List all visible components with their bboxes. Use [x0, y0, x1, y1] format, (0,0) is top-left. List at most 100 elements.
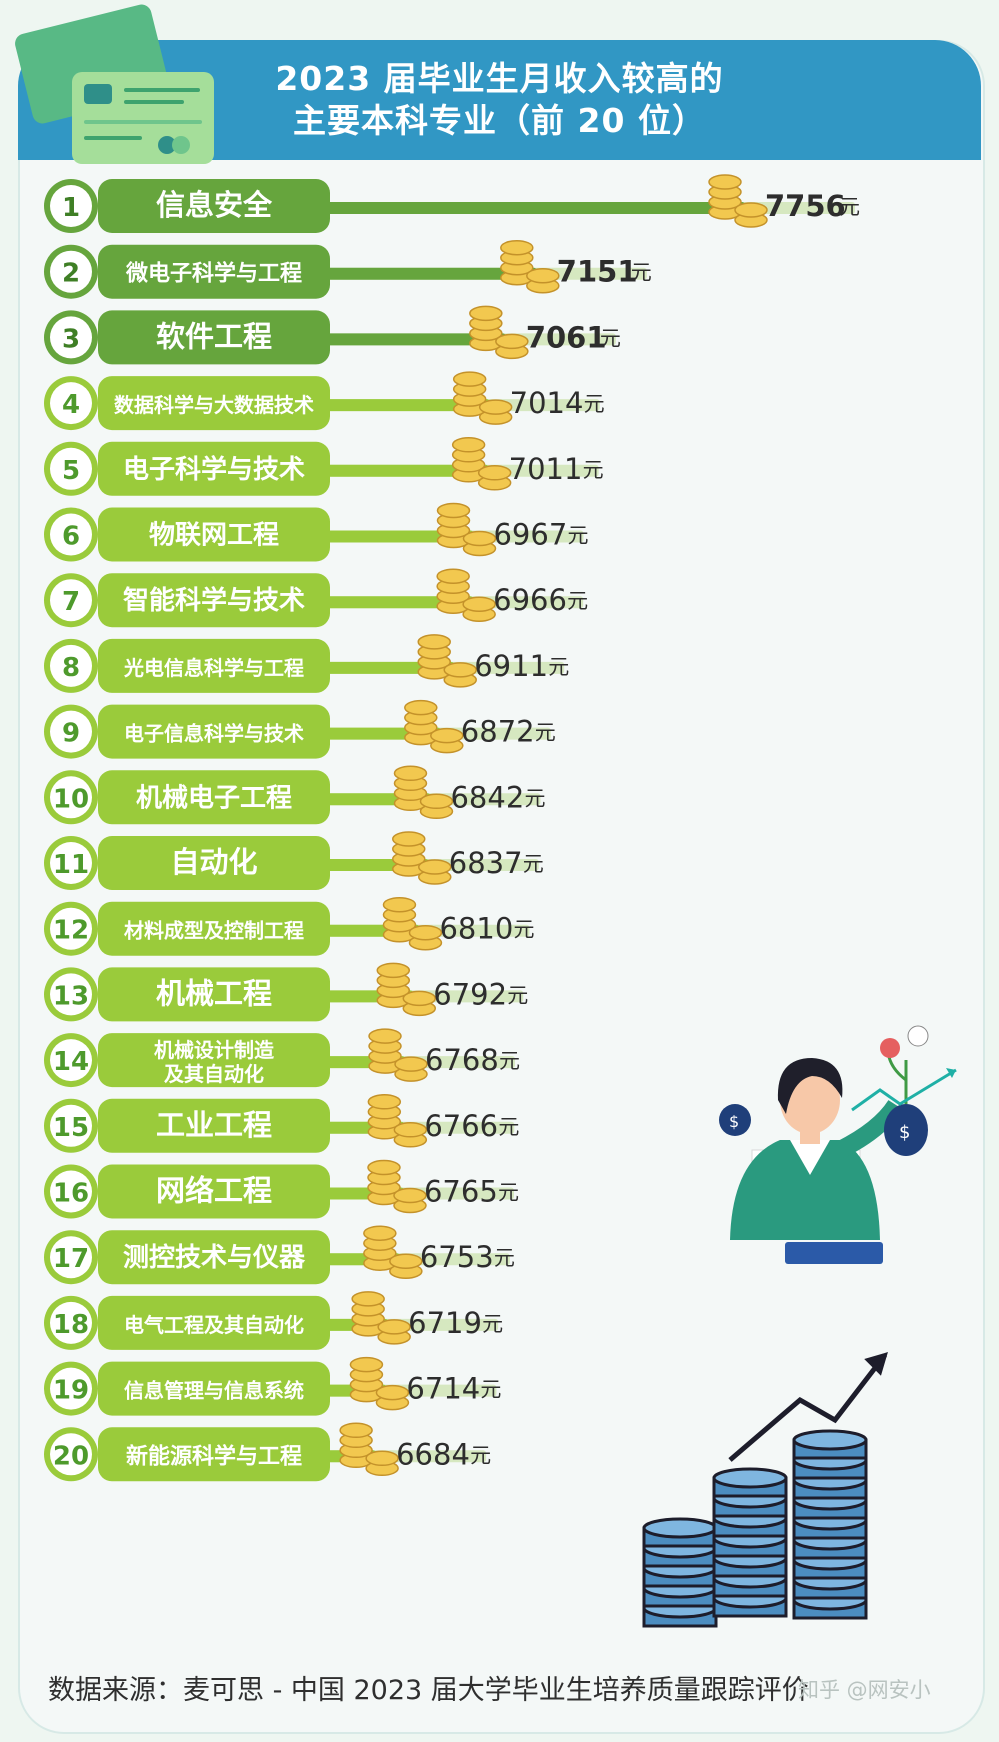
rank-label: 20 — [53, 1441, 89, 1471]
rank-label: 2 — [62, 259, 80, 289]
coin — [430, 727, 464, 744]
coin — [363, 1225, 397, 1241]
major-pill — [98, 901, 330, 956]
rank-circle-inner — [50, 579, 92, 622]
major-label: 数据科学与大数据技术 — [114, 393, 314, 417]
value-label: 6966 — [493, 583, 567, 617]
value-label: 6766 — [424, 1109, 498, 1143]
rank-label: 1 — [62, 193, 80, 223]
major-label: 机械设计制造 — [154, 1038, 275, 1062]
value-label: 6719 — [408, 1306, 482, 1340]
major-label: 软件工程 — [156, 319, 272, 353]
rank-circle-inner — [50, 185, 92, 227]
coin — [526, 267, 560, 284]
unit-label: 元 — [494, 1246, 515, 1270]
coin — [394, 1056, 428, 1072]
unit-label: 元 — [523, 852, 544, 876]
rank-label: 17 — [53, 1244, 89, 1274]
bar — [320, 267, 537, 280]
rank-circle-inner — [50, 1104, 92, 1147]
coin — [500, 239, 534, 256]
rank-label: 4 — [62, 390, 80, 420]
value-label: 6792 — [433, 977, 507, 1011]
rank-circle-inner — [50, 1433, 92, 1476]
major-label: 信息安全 — [156, 188, 273, 222]
major-label: 光电信息科学与工程 — [123, 656, 304, 680]
major-label: 电气工程及其自动化 — [124, 1313, 304, 1337]
value-label: 7756 — [765, 189, 846, 223]
rank-label: 15 — [53, 1113, 89, 1143]
coin — [417, 634, 451, 650]
major-pill — [98, 1295, 330, 1350]
major-pill — [98, 179, 330, 233]
value-label: 6768 — [425, 1043, 499, 1077]
major-pill — [98, 1361, 330, 1416]
major-label: 电子信息科学与技术 — [124, 722, 304, 746]
value-label: 7014 — [510, 386, 584, 420]
value-label: 6684 — [396, 1437, 470, 1471]
major-pill — [98, 1033, 330, 1088]
unit-label: 元 — [631, 261, 652, 285]
unit-label: 元 — [600, 326, 621, 350]
rank-circle-inner — [50, 447, 92, 490]
unit-label: 元 — [567, 524, 588, 548]
major-pill — [98, 1230, 330, 1285]
coin — [462, 596, 496, 612]
coin — [404, 699, 438, 716]
major-pill — [98, 967, 330, 1022]
coin — [376, 962, 411, 979]
unit-label: 元 — [480, 1378, 501, 1402]
rank-label: 8 — [62, 653, 80, 683]
rank-label: 11 — [53, 850, 89, 880]
value-label: 7061 — [526, 320, 607, 354]
coin — [375, 1384, 410, 1401]
rank-circle-inner — [50, 382, 92, 425]
unit-label: 元 — [583, 458, 604, 482]
rank-circle-inner — [50, 776, 92, 819]
bar — [320, 464, 489, 477]
major-pill — [98, 310, 330, 365]
coin — [402, 990, 437, 1007]
coin — [339, 1422, 373, 1439]
coin — [495, 333, 529, 350]
unit-label: 元 — [584, 392, 605, 416]
coin — [393, 765, 428, 782]
coin — [377, 1319, 411, 1335]
unit-label: 元 — [498, 1181, 519, 1205]
major-label: 信息管理与信息系统 — [124, 1379, 304, 1403]
value-label: 6837 — [449, 846, 523, 880]
major-pill — [98, 1098, 330, 1153]
coin — [436, 502, 471, 519]
rank-label: 12 — [53, 916, 89, 946]
bar — [320, 333, 506, 346]
unit-label: 元 — [548, 655, 569, 679]
coin — [365, 1450, 399, 1467]
rank-label: 16 — [53, 1179, 89, 1209]
major-label: 及其自动化 — [164, 1062, 264, 1086]
rank-circle-inner — [50, 1236, 92, 1279]
coin — [708, 174, 742, 190]
unit-label: 元 — [524, 786, 545, 810]
coin — [477, 465, 512, 481]
major-pill — [98, 1164, 330, 1219]
coin — [418, 859, 452, 875]
rank-label: 3 — [62, 324, 80, 354]
major-pill — [98, 770, 330, 825]
watermark: 知乎 @网安小 — [798, 1678, 931, 1702]
unit-label: 元 — [507, 983, 528, 1007]
rank-circle-inner — [50, 316, 92, 359]
rank-circle-inner — [50, 842, 92, 884]
data-source-note: 数据来源：麦可思 - 中国 2023 届大学毕业生培养质量跟踪评价 — [48, 1675, 809, 1706]
major-label: 测控技术与仪器 — [123, 1243, 306, 1273]
major-pill — [98, 1427, 330, 1482]
woman-money-illustration: $ $ — [719, 1025, 957, 1264]
major-pill — [98, 441, 330, 496]
unit-label: 元 — [513, 918, 534, 942]
coin — [452, 371, 487, 387]
coin — [393, 1187, 427, 1204]
chart-title-line-2: 主要本科专业（前 20 位） — [293, 101, 706, 140]
rank-circle-inner — [50, 1039, 92, 1082]
major-pill — [98, 573, 330, 628]
coin — [368, 1028, 402, 1044]
credit-card-icon — [72, 72, 214, 164]
